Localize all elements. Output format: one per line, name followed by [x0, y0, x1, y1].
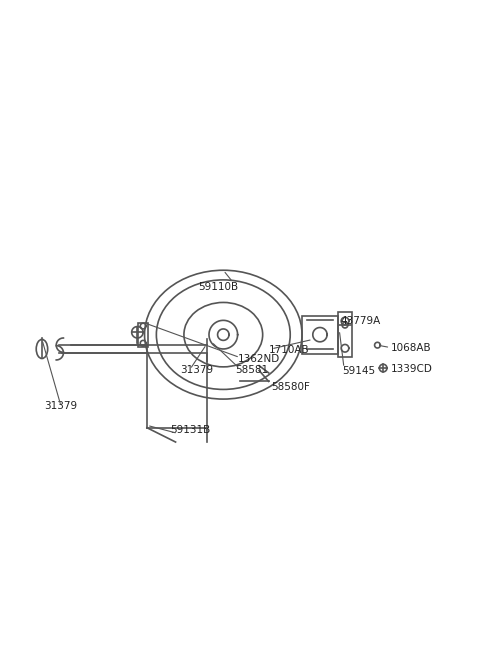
Text: 59131B: 59131B — [170, 425, 210, 435]
Bar — [302, 316, 338, 354]
Text: 59110B: 59110B — [198, 282, 239, 292]
Text: 58581: 58581 — [235, 365, 268, 375]
Text: 1710AB: 1710AB — [269, 345, 309, 356]
Text: 1068AB: 1068AB — [390, 343, 431, 352]
Text: 43779A: 43779A — [340, 316, 381, 326]
Text: 58580F: 58580F — [271, 382, 310, 392]
Text: 1362ND: 1362ND — [238, 354, 280, 364]
Text: 31379: 31379 — [44, 402, 77, 411]
Bar — [338, 312, 352, 358]
Bar — [138, 323, 148, 346]
Text: 31379: 31379 — [180, 365, 214, 375]
Text: 59145: 59145 — [343, 366, 376, 377]
Text: 1339CD: 1339CD — [390, 364, 432, 374]
